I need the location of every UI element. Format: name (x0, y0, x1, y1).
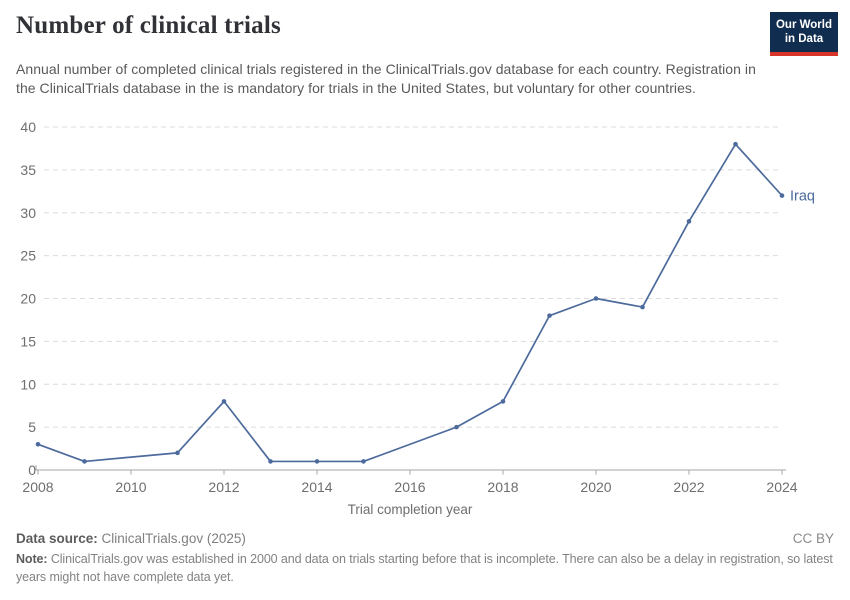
owid-logo-line1: Our World (775, 19, 832, 31)
data-point-iraq-2022[interactable] (686, 219, 692, 224)
x-tick-label-2022: 2022 (673, 479, 704, 495)
data-point-iraq-2014[interactable] (314, 459, 320, 464)
x-tick-label-2010: 2010 (115, 479, 146, 495)
data-source-label: Data source: (16, 531, 98, 546)
x-tick-label-2014: 2014 (301, 479, 332, 495)
chart-title: Number of clinical trials (16, 12, 281, 39)
y-tick-label-0: 0 (28, 462, 36, 478)
x-tick-label-2024: 2024 (766, 479, 797, 495)
source-row: Data source: ClinicalTrials.gov (2025) C… (16, 531, 834, 546)
chart-subtitle: Annual number of completed clinical tria… (16, 61, 756, 96)
data-point-iraq-2015[interactable] (361, 459, 366, 464)
y-tick-label-20: 20 (20, 291, 36, 307)
data-point-iraq-2023[interactable] (733, 141, 738, 147)
y-tick-label-5: 5 (28, 419, 36, 435)
x-tick-label-2012: 2012 (208, 479, 239, 495)
chart-note: Note: ClinicalTrials.gov was established… (16, 551, 834, 586)
trend-line-iraq[interactable] (37, 143, 783, 463)
y-tick-label-15: 15 (20, 333, 36, 349)
x-axis-title: Trial completion year (348, 502, 473, 517)
line-chart-plot: 0 5 10 15 20 25 30 35 40 2008 2010 2012 2014 2016 2018… (20, 119, 815, 517)
license-link[interactable]: CC BY (792, 531, 834, 546)
owid-logo-line2: in Data (784, 33, 824, 45)
data-point-iraq-2019[interactable] (547, 313, 552, 318)
y-tick-label-35: 35 (20, 162, 36, 178)
y-tick-label-30: 30 (20, 205, 36, 221)
note-label: Note: (16, 552, 48, 566)
x-tick-label-2016: 2016 (394, 479, 425, 495)
data-point-iraq-2020[interactable] (593, 296, 599, 301)
data-point-iraq-2013[interactable] (268, 459, 273, 464)
data-source-link[interactable]: ClinicalTrials.gov (2025) (101, 531, 246, 546)
data-point-iraq-2017[interactable] (454, 424, 459, 430)
data-point-iraq-2009[interactable] (82, 459, 87, 464)
y-tick-label-40: 40 (20, 119, 36, 135)
data-source: Data source: ClinicalTrials.gov (2025) (16, 531, 246, 546)
x-tick-label-2018: 2018 (487, 479, 518, 495)
y-tick-label-25: 25 (20, 248, 36, 264)
note-text: ClinicalTrials.gov was established in 20… (16, 552, 833, 584)
x-tick-label-2020: 2020 (580, 479, 611, 495)
data-point-iraq-2011[interactable] (175, 450, 180, 456)
data-point-iraq-2024[interactable] (779, 193, 785, 198)
chart-footer: Data source: ClinicalTrials.gov (2025) C… (16, 531, 834, 586)
data-point-iraq-2012[interactable] (221, 399, 227, 404)
data-point-iraq-2021[interactable] (640, 304, 645, 310)
series-end-label-iraq[interactable]: Iraq (790, 189, 815, 205)
data-point-iraq-2008[interactable] (35, 441, 41, 447)
x-tick-label-2008: 2008 (22, 479, 53, 495)
data-point-iraq-2018[interactable] (500, 399, 506, 404)
owid-logo[interactable]: Our World in Data (770, 12, 838, 56)
y-tick-label-10: 10 (20, 376, 36, 392)
